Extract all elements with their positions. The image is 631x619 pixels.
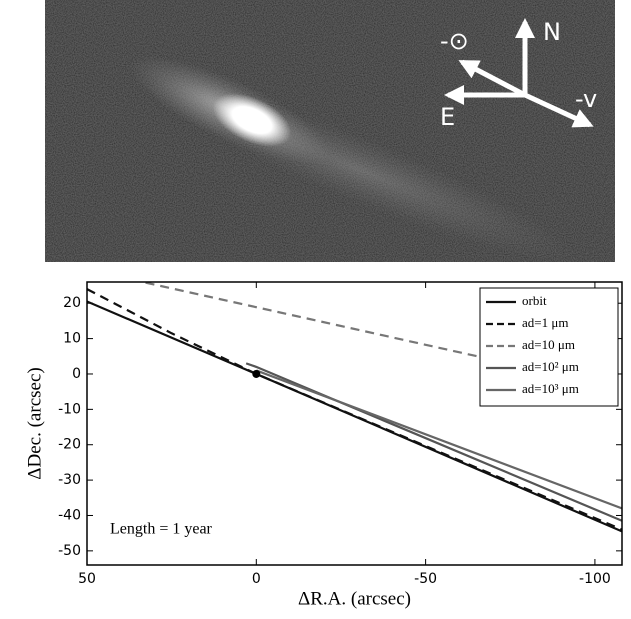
legend-label: ad=1 μm — [522, 315, 568, 330]
line — [137, 282, 494, 361]
y-tick-label: 20 — [63, 295, 81, 311]
line — [255, 369, 622, 510]
compass-label: E — [440, 103, 455, 131]
legend-label: ad=10 μm — [522, 337, 575, 352]
y-tick-label: -50 — [58, 543, 81, 559]
legend-label: ad=10³ μm — [522, 381, 579, 396]
plot-frame — [86, 281, 623, 566]
y-tick-label: -20 — [58, 437, 81, 453]
compass-label: -v — [575, 85, 597, 113]
compass-label: -⊙ — [440, 27, 469, 55]
chart: 20 10 0 -10 -20 -30 -40 -50 50 0 -50 -100 orbit ad=1 … — [24, 281, 623, 609]
y-tick-label: -10 — [58, 401, 81, 417]
x-axis-label: ΔR.A. (arcsec) — [298, 588, 411, 609]
comet-image: -⊙ N E -v — [45, 0, 615, 262]
marker — [252, 369, 261, 378]
x-tick-label: 0 — [252, 571, 261, 587]
line — [87, 288, 622, 531]
y-tick-label: -40 — [58, 507, 81, 523]
x-tick-label: -100 — [579, 571, 611, 587]
y-tick-label: 0 — [72, 366, 81, 382]
line — [245, 362, 622, 522]
x-tick-label: 50 — [78, 571, 96, 587]
y-axis-label: ΔDec. (arcsec) — [24, 367, 45, 479]
y-tick-label: -30 — [58, 472, 81, 488]
legend-label: ad=10² μm — [522, 359, 579, 374]
y-tick-label: 10 — [63, 331, 81, 347]
plot-area — [87, 282, 622, 533]
compass-label: N — [543, 18, 561, 46]
legend-label: orbit — [522, 293, 547, 308]
x-tick-label: -50 — [414, 571, 437, 587]
annotation: Length = 1 year — [110, 521, 213, 538]
